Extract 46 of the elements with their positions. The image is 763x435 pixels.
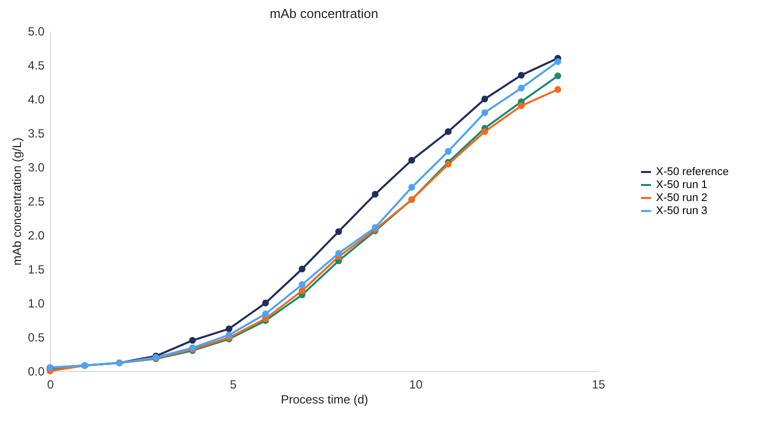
point (481, 96, 488, 102)
chart-title: mAb concentration (270, 6, 378, 21)
y-tick-label: 5.0 (28, 24, 45, 38)
x-tick-label: 5 (230, 378, 237, 392)
point (408, 156, 416, 164)
legend-label: X-50 reference (656, 166, 729, 178)
y-axis-title: mAb concentration (g/L) (10, 137, 24, 266)
y-tick-label: 3.5 (28, 126, 45, 140)
y-tick-label: 2.0 (28, 228, 45, 242)
y-tick-label: 2.5 (28, 194, 45, 208)
point (554, 58, 562, 65)
legend-label: X-50 run 3 (656, 205, 708, 217)
point (481, 128, 488, 135)
point (554, 86, 562, 93)
point (444, 128, 452, 135)
point (335, 250, 342, 257)
point (518, 84, 525, 92)
point (262, 310, 269, 318)
point (298, 281, 306, 288)
legend-label: X-50 run 2 (656, 192, 708, 204)
point (226, 332, 232, 338)
x-axis-title: Process time (d) (280, 392, 368, 406)
y-tick-label: 4.0 (28, 92, 45, 106)
point (481, 109, 488, 116)
point (554, 72, 562, 80)
legend-label: X-50 run 1 (656, 179, 708, 191)
y-tick-label: 0.0 (28, 364, 45, 378)
point (262, 300, 269, 306)
point (298, 266, 306, 272)
point (518, 72, 525, 79)
x-tick-label: 10 (409, 378, 423, 392)
x-tick-label: 0 (47, 378, 54, 392)
point (444, 148, 452, 155)
point (298, 287, 306, 294)
point (189, 337, 196, 344)
point (372, 190, 378, 198)
y-tick-label: 4.5 (28, 58, 45, 72)
point (408, 184, 416, 191)
point (518, 102, 525, 110)
y-tick-label: 3.0 (28, 160, 45, 174)
y-tick-label: 1.0 (28, 296, 45, 310)
y-tick-label: 1.5 (28, 262, 45, 276)
x-tick-label: 15 (592, 378, 606, 392)
point (226, 325, 232, 332)
y-tick-label: 0.5 (28, 330, 45, 344)
point (335, 228, 342, 235)
